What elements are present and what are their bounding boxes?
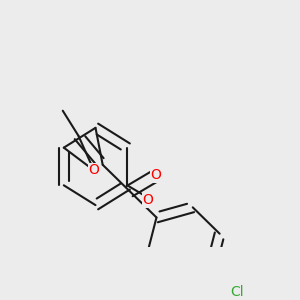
Text: O: O: [142, 194, 153, 208]
Text: O: O: [88, 163, 99, 177]
Text: O: O: [151, 169, 161, 182]
Text: Cl: Cl: [230, 285, 244, 299]
